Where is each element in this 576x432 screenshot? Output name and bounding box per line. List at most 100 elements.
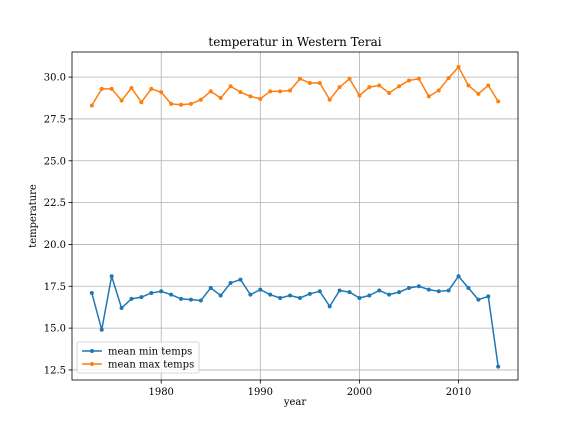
x-axis-label: year: [283, 397, 307, 408]
data-point: [238, 277, 243, 282]
data-point: [486, 83, 491, 88]
data-point: [446, 75, 451, 80]
data-point: [446, 288, 451, 293]
data-point: [367, 85, 372, 90]
data-point: [377, 288, 382, 293]
data-point: [248, 94, 253, 99]
data-point: [426, 94, 431, 99]
data-point: [258, 287, 263, 292]
legend: mean min temps mean max temps: [76, 341, 200, 374]
x-tick-label: 1990: [248, 387, 273, 398]
y-tick-label: 17.5: [44, 282, 66, 293]
data-point: [476, 91, 481, 96]
data-point: [109, 86, 114, 91]
y-tick-label: 27.5: [44, 114, 66, 125]
data-point: [198, 298, 203, 303]
data-point: [426, 287, 431, 292]
legend-marker: [90, 362, 94, 366]
data-point: [99, 327, 104, 332]
data-point: [99, 86, 104, 91]
data-point: [337, 85, 342, 90]
data-point: [109, 274, 114, 279]
data-point: [397, 290, 402, 295]
legend-item: mean min temps: [82, 347, 192, 358]
data-point: [347, 290, 352, 295]
series-layer: [89, 65, 501, 369]
data-point: [317, 289, 322, 294]
data-point: [486, 294, 491, 299]
data-point: [436, 88, 441, 93]
legend-label: mean min temps: [108, 347, 192, 358]
data-point: [387, 292, 392, 297]
data-point: [139, 295, 144, 300]
legend-item: mean max temps: [82, 360, 194, 371]
data-point: [288, 293, 293, 298]
legend-marker: [90, 349, 94, 353]
chart-title: temperatur in Western Terai: [208, 35, 381, 49]
y-tick-label: 25.0: [44, 156, 66, 167]
data-point: [179, 102, 184, 107]
data-point: [119, 98, 124, 103]
data-point: [268, 89, 273, 94]
data-point: [169, 101, 174, 106]
data-point: [258, 96, 263, 101]
data-point: [466, 83, 471, 88]
data-point: [278, 89, 283, 94]
data-point: [297, 76, 302, 81]
data-point: [149, 86, 154, 91]
data-point: [416, 76, 421, 81]
data-point: [347, 76, 352, 81]
data-point: [129, 85, 134, 90]
data-point: [198, 97, 203, 102]
data-point: [278, 296, 283, 300]
data-point: [208, 285, 213, 290]
y-tick-label: 20.0: [44, 240, 66, 251]
y-tick-label: 12.5: [44, 365, 66, 376]
y-tick-label: 15.0: [44, 324, 66, 335]
data-point: [327, 304, 332, 309]
data-point: [238, 90, 243, 95]
data-point: [129, 296, 134, 301]
data-point: [228, 280, 233, 285]
x-axis: 1980 1990 2000 2010: [148, 380, 471, 398]
data-point: [139, 100, 144, 105]
data-point: [436, 289, 441, 294]
data-point: [248, 292, 253, 297]
data-point: [327, 97, 332, 102]
data-point: [89, 103, 94, 108]
data-point: [406, 285, 411, 290]
y-axis-label: temperature: [28, 184, 39, 248]
legend-label: mean max temps: [108, 360, 194, 371]
series-line: [91, 66, 499, 106]
data-point: [159, 90, 164, 95]
data-point: [377, 83, 382, 88]
y-tick-label: 22.5: [44, 198, 66, 209]
data-point: [218, 293, 223, 298]
data-point: [169, 292, 174, 297]
data-point: [218, 96, 223, 101]
data-point: [89, 290, 94, 295]
legend-box: [76, 341, 200, 374]
data-point: [357, 93, 362, 98]
data-point: [416, 284, 421, 289]
data-point: [496, 99, 501, 104]
data-point: [179, 296, 184, 301]
data-point: [387, 91, 392, 95]
grid-lines: [72, 52, 518, 380]
data-point: [476, 297, 481, 302]
series-0: [89, 274, 501, 369]
data-point: [297, 296, 302, 300]
x-tick-label: 1980: [148, 387, 173, 398]
y-tick-label: 30.0: [44, 73, 66, 84]
data-point: [397, 84, 402, 89]
x-tick-label: 2010: [446, 387, 471, 398]
data-point: [288, 88, 293, 93]
data-point: [337, 288, 342, 293]
data-point: [149, 290, 154, 295]
data-point: [466, 285, 471, 290]
y-axis: 12.5 15.0 17.5 20.0 22.5 25.0 27.5 30.0: [44, 73, 72, 376]
series-1: [89, 65, 501, 108]
data-point: [307, 80, 312, 85]
data-point: [119, 306, 124, 311]
